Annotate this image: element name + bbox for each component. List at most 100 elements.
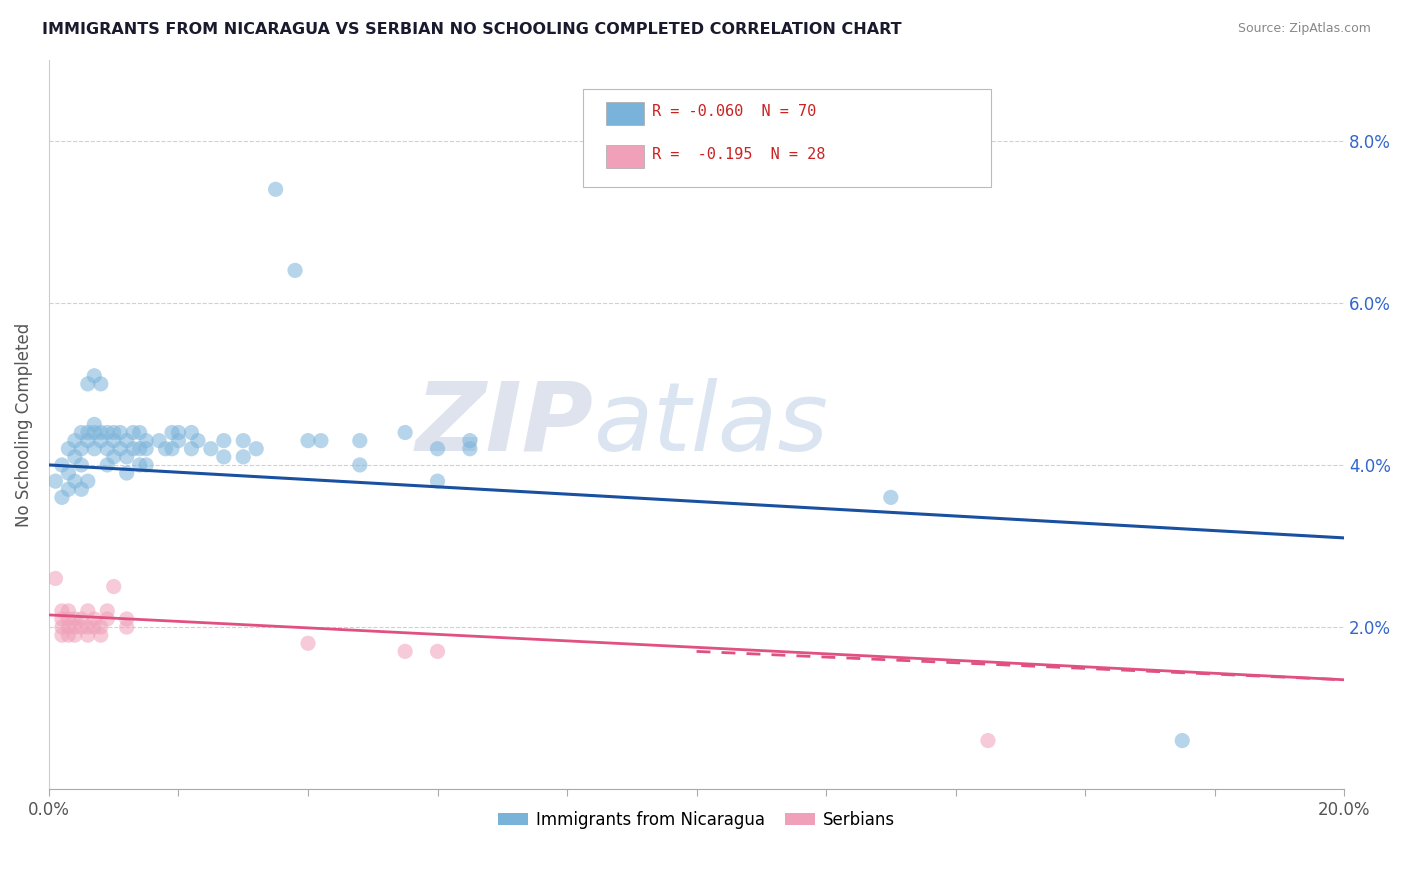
Point <box>90 620 112 634</box>
Point <box>135 442 157 456</box>
Text: ZIP: ZIP <box>415 378 593 471</box>
Point <box>160 442 183 456</box>
Point <box>76 425 98 440</box>
Point <box>44 474 66 488</box>
Point <box>115 434 138 448</box>
Point <box>115 450 138 464</box>
Point <box>103 450 125 464</box>
Point <box>70 442 93 456</box>
Point <box>167 425 190 440</box>
Point <box>51 491 73 505</box>
Point <box>232 450 254 464</box>
Point <box>90 425 112 440</box>
Point <box>58 604 80 618</box>
Point <box>108 442 131 456</box>
Point <box>394 425 416 440</box>
Point <box>297 434 319 448</box>
Text: R = -0.060  N = 70: R = -0.060 N = 70 <box>652 104 817 119</box>
Point <box>63 628 86 642</box>
Point <box>83 368 105 383</box>
Point <box>76 620 98 634</box>
Point <box>96 612 118 626</box>
Point <box>76 376 98 391</box>
Point <box>426 474 449 488</box>
Point <box>76 604 98 618</box>
Point <box>458 434 481 448</box>
Text: R =  -0.195  N = 28: R = -0.195 N = 28 <box>652 147 825 161</box>
Point <box>96 442 118 456</box>
Point <box>108 425 131 440</box>
Point <box>76 474 98 488</box>
Point <box>51 620 73 634</box>
Point <box>212 434 235 448</box>
Y-axis label: No Schooling Completed: No Schooling Completed <box>15 322 32 526</box>
Point <box>245 442 267 456</box>
Point <box>309 434 332 448</box>
Text: Source: ZipAtlas.com: Source: ZipAtlas.com <box>1237 22 1371 36</box>
Point <box>63 620 86 634</box>
Point <box>51 458 73 472</box>
Point <box>426 644 449 658</box>
Point <box>115 466 138 480</box>
Point <box>63 612 86 626</box>
Point <box>167 434 190 448</box>
Point <box>148 434 170 448</box>
Point <box>115 620 138 634</box>
Point <box>58 483 80 497</box>
Point <box>96 425 118 440</box>
Point <box>63 450 86 464</box>
Point <box>70 458 93 472</box>
Point <box>349 458 371 472</box>
Point <box>63 434 86 448</box>
Point <box>128 425 150 440</box>
Point <box>96 604 118 618</box>
Point <box>76 434 98 448</box>
Point <box>90 628 112 642</box>
Point <box>115 612 138 626</box>
Point <box>458 442 481 456</box>
Point <box>264 182 287 196</box>
Point <box>155 442 177 456</box>
Point <box>349 434 371 448</box>
Point <box>1171 733 1194 747</box>
Point <box>58 442 80 456</box>
Point <box>103 425 125 440</box>
Point <box>83 620 105 634</box>
Point <box>426 442 449 456</box>
Text: atlas: atlas <box>593 378 828 471</box>
Point <box>180 442 202 456</box>
Text: IMMIGRANTS FROM NICARAGUA VS SERBIAN NO SCHOOLING COMPLETED CORRELATION CHART: IMMIGRANTS FROM NICARAGUA VS SERBIAN NO … <box>42 22 901 37</box>
Point <box>58 628 80 642</box>
Point <box>200 442 222 456</box>
Point <box>232 434 254 448</box>
Point <box>70 425 93 440</box>
Point <box>103 434 125 448</box>
Point <box>83 612 105 626</box>
Point <box>90 376 112 391</box>
Point <box>63 474 86 488</box>
Point <box>297 636 319 650</box>
Point <box>187 434 209 448</box>
Point <box>180 425 202 440</box>
Point <box>394 644 416 658</box>
Point <box>44 571 66 585</box>
Point <box>122 425 145 440</box>
Point <box>51 628 73 642</box>
Point <box>284 263 307 277</box>
Point <box>90 434 112 448</box>
Point <box>135 434 157 448</box>
Point <box>160 425 183 440</box>
Point <box>51 604 73 618</box>
Legend: Immigrants from Nicaragua, Serbians: Immigrants from Nicaragua, Serbians <box>491 805 903 836</box>
Point <box>70 483 93 497</box>
Point <box>76 628 98 642</box>
Point <box>58 620 80 634</box>
Point <box>70 620 93 634</box>
Point <box>128 458 150 472</box>
Point <box>83 442 105 456</box>
Point <box>83 417 105 432</box>
Point <box>135 458 157 472</box>
Point <box>945 118 967 132</box>
Point <box>96 458 118 472</box>
Point <box>880 491 903 505</box>
